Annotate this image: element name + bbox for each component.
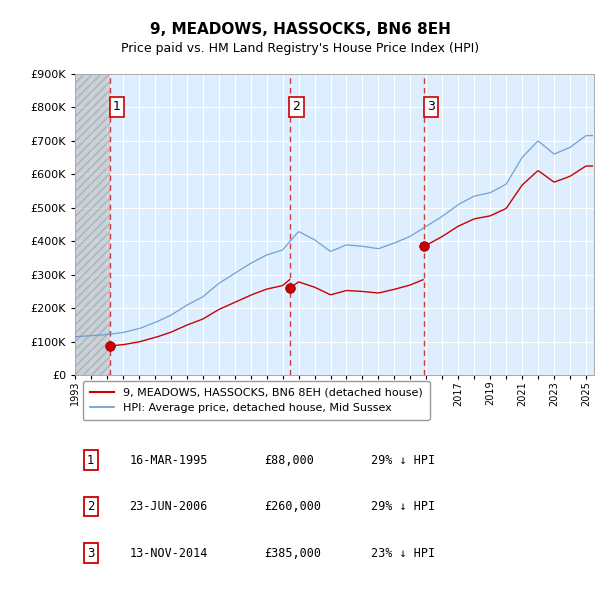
Bar — [75, 74, 110, 375]
Text: £385,000: £385,000 — [265, 547, 322, 560]
Text: 1: 1 — [113, 100, 121, 113]
Text: 29% ↓ HPI: 29% ↓ HPI — [371, 500, 435, 513]
Text: 23% ↓ HPI: 23% ↓ HPI — [371, 547, 435, 560]
Text: 1: 1 — [87, 454, 94, 467]
Text: 23-JUN-2006: 23-JUN-2006 — [130, 500, 208, 513]
Text: Price paid vs. HM Land Registry's House Price Index (HPI): Price paid vs. HM Land Registry's House … — [121, 42, 479, 55]
Text: 3: 3 — [427, 100, 434, 113]
Text: 9, MEADOWS, HASSOCKS, BN6 8EH: 9, MEADOWS, HASSOCKS, BN6 8EH — [149, 22, 451, 37]
Text: 29% ↓ HPI: 29% ↓ HPI — [371, 454, 435, 467]
Text: 2: 2 — [293, 100, 301, 113]
Text: 16-MAR-1995: 16-MAR-1995 — [130, 454, 208, 467]
Text: 3: 3 — [87, 547, 94, 560]
Text: 2: 2 — [87, 500, 94, 513]
Text: £260,000: £260,000 — [265, 500, 322, 513]
Legend: 9, MEADOWS, HASSOCKS, BN6 8EH (detached house), HPI: Average price, detached hou: 9, MEADOWS, HASSOCKS, BN6 8EH (detached … — [83, 381, 430, 419]
Text: £88,000: £88,000 — [265, 454, 314, 467]
Text: 13-NOV-2014: 13-NOV-2014 — [130, 547, 208, 560]
